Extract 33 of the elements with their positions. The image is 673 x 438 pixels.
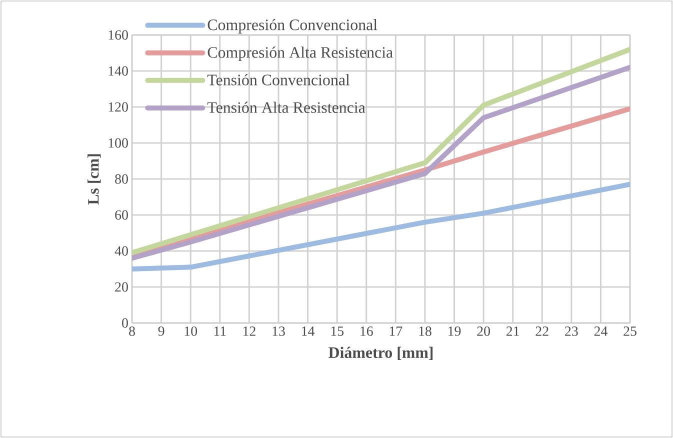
x-tick-label: 19 — [448, 326, 461, 336]
x-tick-label: 24 — [594, 326, 608, 336]
y-tick-label: 0 — [122, 318, 128, 328]
y-tick-label: 60 — [115, 210, 128, 220]
x-tick-label: 22 — [536, 326, 548, 336]
x-tick-label: 9 — [158, 326, 164, 336]
x-axis-title: Diámetro [mm] — [328, 346, 433, 360]
y-tick-label: 100 — [108, 138, 128, 148]
x-tick-label: 25 — [624, 326, 636, 336]
x-tick-label: 20 — [477, 326, 490, 336]
x-tick-label: 16 — [360, 326, 373, 336]
x-tick-label: 17 — [390, 326, 402, 336]
y-tick-label: 140 — [108, 66, 128, 76]
x-tick-label: 14 — [302, 326, 315, 336]
x-tick-label: 10 — [184, 326, 198, 336]
y-tick-label: 20 — [115, 282, 128, 292]
legend-label: Tensión Convencional — [207, 74, 350, 86]
legend-label: Compresión Alta Resistencia — [208, 46, 393, 62]
x-tick-label: 18 — [419, 326, 432, 336]
y-tick-label: 80 — [115, 174, 128, 184]
y-tick-label: 40 — [114, 246, 128, 256]
legend-label: Compresión Convencional — [208, 19, 378, 34]
legend-label: Tensión Alta Resistencia — [207, 102, 366, 113]
x-tick-label: 12 — [243, 326, 256, 336]
x-tick-label: 8 — [129, 326, 135, 336]
y-tick-label: 160 — [108, 30, 128, 40]
x-tick-label: 13 — [272, 326, 285, 336]
x-tick-label: 15 — [331, 326, 344, 336]
y-tick-label: 120 — [108, 102, 128, 112]
x-tick-label: 21 — [506, 326, 519, 336]
x-tick-label: 23 — [565, 326, 578, 336]
x-tick-label: 11 — [214, 326, 226, 336]
y-axis-title: Ls [cm] — [88, 154, 101, 205]
